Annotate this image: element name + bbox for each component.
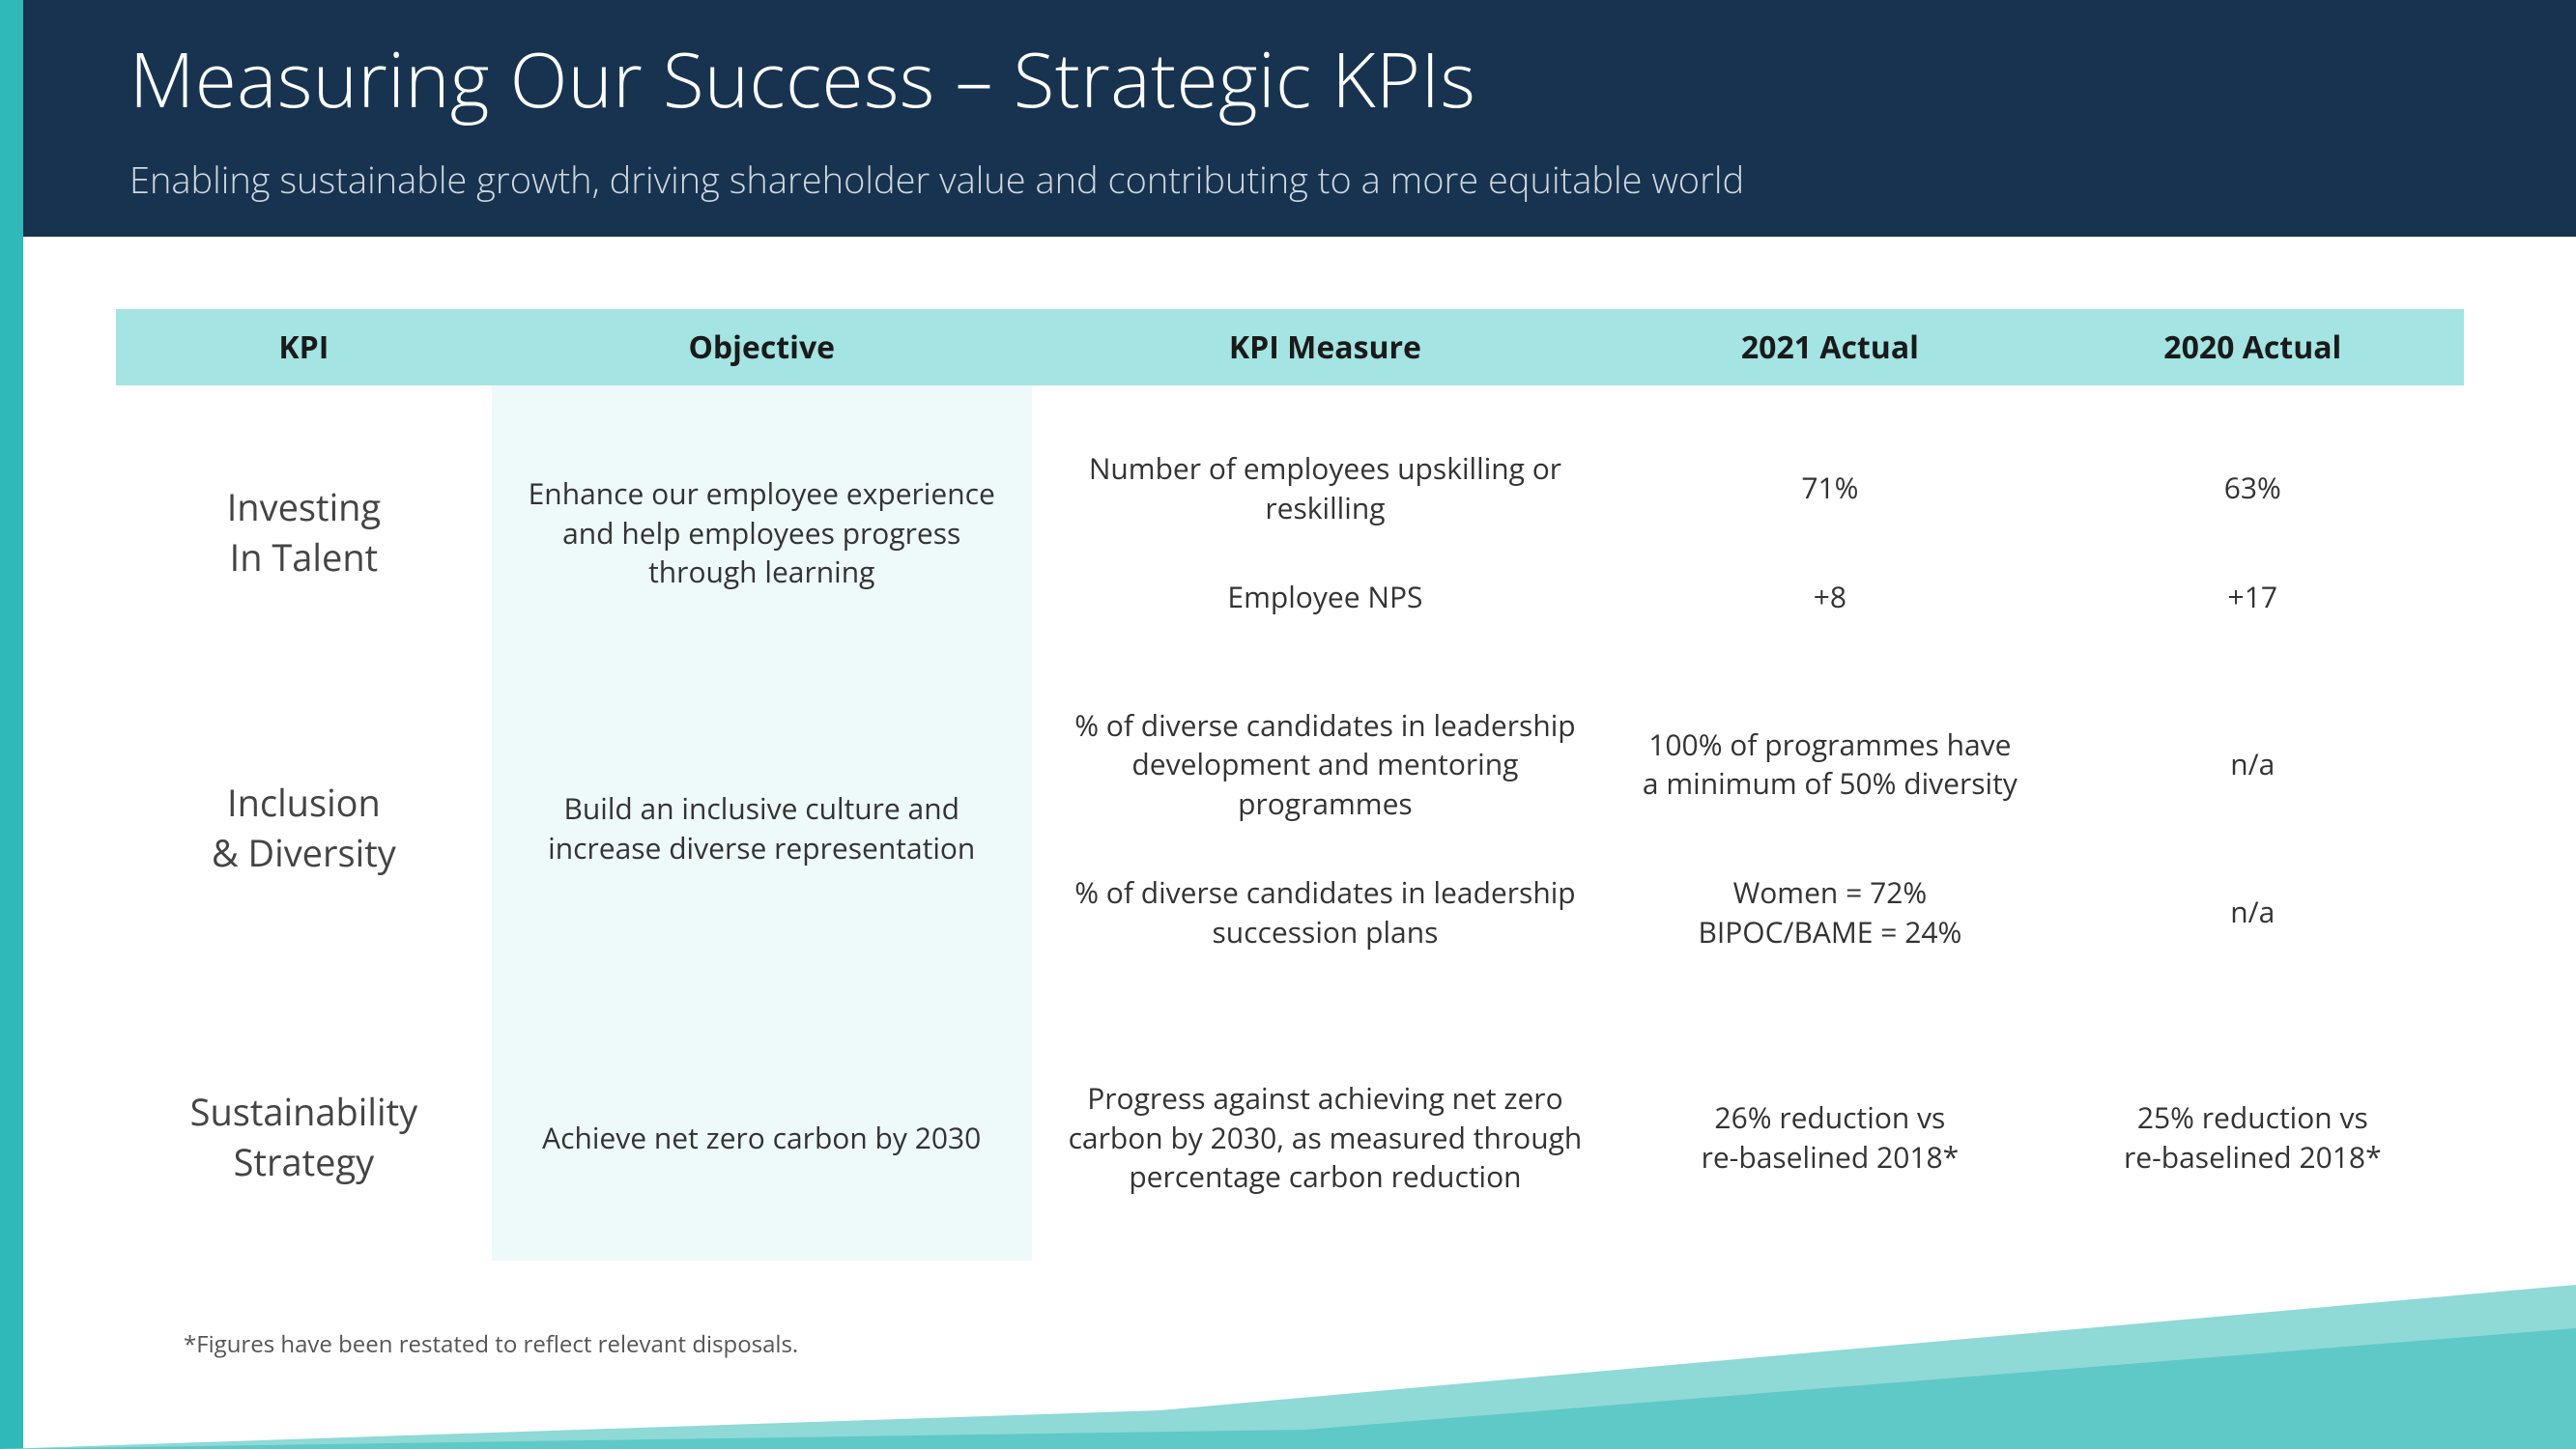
footnote: *Figures have been restated to reflect r…: [184, 1328, 2464, 1360]
kpi-2021: +8: [1618, 553, 2041, 642]
section-gap: [116, 1222, 2464, 1261]
kpi-2020: n/a: [2042, 681, 2464, 849]
kpi-2020: 25% reduction vsre-baselined 2018*: [2042, 1054, 2464, 1222]
kpi-name: Inclusion& Diversity: [116, 681, 492, 978]
kpi-2020: 63%: [2042, 424, 2464, 553]
table-row: InvestingIn Talent Enhance our employee …: [116, 424, 2464, 553]
section-gap: [116, 385, 2464, 424]
kpi-name: InvestingIn Talent: [116, 424, 492, 642]
kpi-objective: Achieve net zero carbon by 2030: [492, 1054, 1032, 1222]
kpi-table-head: KPI Objective KPI Measure 2021 Actual 20…: [116, 309, 2464, 385]
section-gap: [116, 977, 2464, 1015]
kpi-name: SustainabilityStrategy: [116, 1054, 492, 1222]
col-header-measure: KPI Measure: [1032, 309, 1619, 385]
slide-title: Measuring Our Success – Strategic KPIs: [129, 27, 2576, 129]
table-row: Inclusion& Diversity Build an inclusive …: [116, 681, 2464, 849]
kpi-measure: Progress against achieving net zero carb…: [1032, 1054, 1619, 1222]
kpi-objective: Build an inclusive culture and increase …: [492, 681, 1032, 978]
kpi-measure: % of diverse candidates in leadership su…: [1032, 848, 1619, 977]
slide-header: Measuring Our Success – Strategic KPIs E…: [23, 0, 2576, 237]
col-header-kpi: KPI: [116, 309, 492, 385]
kpi-2021: 71%: [1618, 424, 2041, 553]
col-header-objective: Objective: [492, 309, 1032, 385]
slide-subtitle: Enabling sustainable growth, driving sha…: [129, 155, 2576, 205]
page-number: 11: [2499, 1383, 2530, 1420]
col-header-2021: 2021 Actual: [1618, 309, 2041, 385]
kpi-measure: % of diverse candidates in leadership de…: [1032, 681, 1619, 849]
kpi-measure: Number of employees upskilling or reskil…: [1032, 424, 1619, 553]
slide-content: KPI Objective KPI Measure 2021 Actual 20…: [116, 309, 2464, 1360]
kpi-2021: Women = 72%BIPOC/BAME = 24%: [1618, 848, 2041, 977]
kpi-2020: +17: [2042, 553, 2464, 642]
table-row: SustainabilityStrategy Achieve net zero …: [116, 1054, 2464, 1222]
kpi-objective: Enhance our employee experience and help…: [492, 424, 1032, 642]
kpi-2021: 26% reduction vsre-baselined 2018*: [1618, 1054, 2041, 1222]
section-gap: [116, 1015, 2464, 1054]
section-gap: [116, 642, 2464, 681]
kpi-2020: n/a: [2042, 848, 2464, 977]
left-accent-bar: [0, 0, 23, 1449]
kpi-measure: Employee NPS: [1032, 553, 1619, 642]
kpi-table: KPI Objective KPI Measure 2021 Actual 20…: [116, 309, 2464, 1261]
kpi-2021: 100% of programmes have a minimum of 50%…: [1618, 681, 2041, 849]
col-header-2020: 2020 Actual: [2042, 309, 2464, 385]
kpi-table-body: InvestingIn Talent Enhance our employee …: [116, 385, 2464, 1261]
